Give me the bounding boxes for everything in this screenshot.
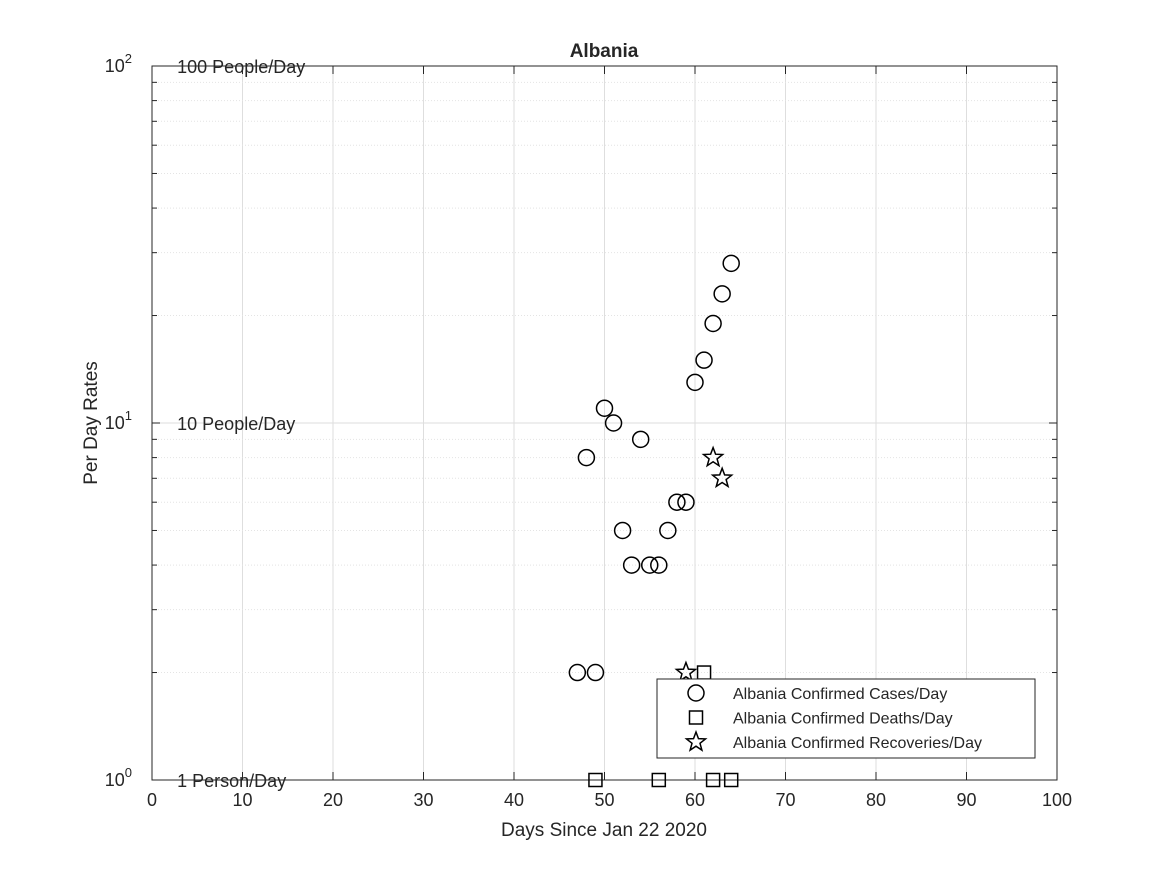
cases-point [604,414,623,432]
cases-point [613,521,632,540]
deaths-point [705,772,721,788]
recoveries-point [674,660,698,683]
y-tick-base: 10 [105,413,125,433]
x-tick-label: 30 [413,790,433,810]
y-tick-label: 100 [105,765,132,790]
x-tick-label: 80 [866,790,886,810]
deaths-point [588,772,603,788]
x-tick-label: 50 [594,790,614,810]
y-tick-base: 10 [105,770,125,790]
legend-circle-icon [687,684,705,702]
cases-point [641,556,659,574]
cases-point [686,373,704,392]
cases-point [695,351,713,369]
cases-point [659,521,677,540]
cases-point [631,430,650,449]
cases-point [677,493,695,511]
cases-point [704,314,722,333]
cases-point [622,556,641,574]
legend-entry: Albania Confirmed Cases/Day [733,686,947,703]
legend-star-icon [684,729,708,752]
y-tick-base: 10 [105,56,125,76]
recoveries-point [710,466,734,489]
cases-point [577,448,596,467]
cases-point [668,493,686,511]
x-tick-labels: 0 10 20 30 40 50 60 70 80 90 100 [147,790,1072,810]
cases-point [650,556,668,574]
x-tick-label: 70 [775,790,795,810]
axis-ticks [151,65,1058,781]
deaths-point [723,772,739,788]
reference-label: 1 Person/Day [177,771,286,791]
x-tick-label: 60 [685,790,705,810]
y-tick-exponent: 2 [125,51,132,66]
annotations: 100 People/Day 10 People/Day 1 Person/Day [177,57,305,791]
chart-title: Albania [570,41,639,62]
deaths-point [651,772,667,788]
reference-label: 100 People/Day [177,57,305,77]
cases-point [722,254,740,273]
x-tick-label: 40 [504,790,524,810]
legend-box [656,678,1036,759]
x-tick-label: 20 [323,790,343,810]
cases-point [713,285,731,303]
x-tick-label: 90 [956,790,976,810]
data-marks [568,254,740,788]
legend-entry: Albania Confirmed Deaths/Day [733,711,953,728]
y-tick-label: 101 [105,408,132,433]
y-tick-label: 102 [105,51,132,76]
legend-square-icon [688,710,704,725]
y-tick-exponent: 0 [125,765,132,780]
y-axis-label: Per Day Rates [81,361,102,485]
cases-point [595,399,614,417]
recoveries-point [701,445,725,468]
x-tick-label: 100 [1042,790,1072,810]
x-tick-label: 10 [232,790,252,810]
legend-entry: Albania Confirmed Recoveries/Day [733,735,982,752]
cases-point [586,663,605,682]
x-axis-label: Days Since Jan 22 2020 [501,820,707,841]
reference-label: 10 People/Day [177,414,295,434]
cases-point [568,663,587,682]
legend: Albania Confirmed Cases/Day Albania Confi… [656,678,1036,759]
x-tick-label: 0 [147,790,157,810]
grid [152,66,1057,780]
y-tick-exponent: 1 [125,408,132,423]
